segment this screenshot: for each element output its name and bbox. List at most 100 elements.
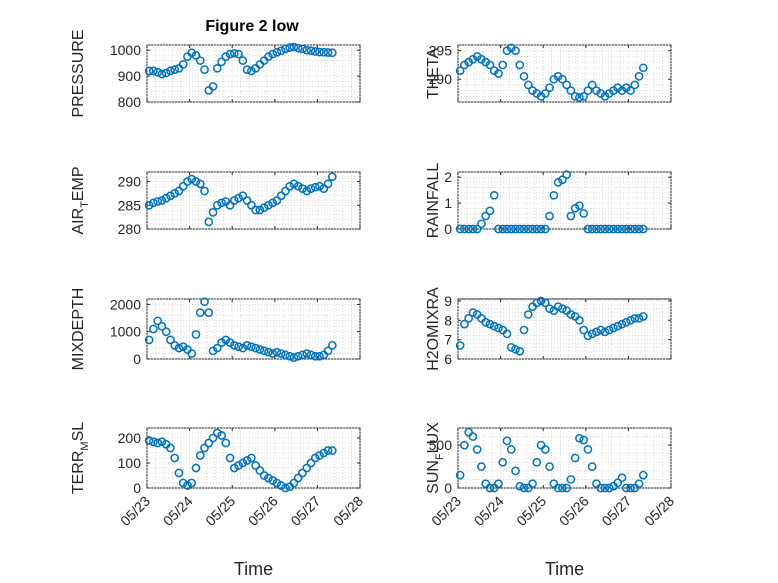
data-point — [153, 197, 162, 206]
grid — [457, 299, 672, 360]
data-point — [579, 209, 589, 218]
data-point — [149, 324, 158, 334]
data-point — [621, 483, 631, 493]
data-point — [217, 431, 226, 440]
data-point — [472, 445, 482, 454]
data-point — [272, 478, 282, 488]
data-point — [519, 72, 529, 81]
data-point — [575, 201, 584, 211]
data-point — [532, 298, 542, 308]
data-point — [281, 186, 290, 196]
data-point — [498, 224, 508, 234]
data-point — [293, 351, 303, 361]
data-point — [626, 224, 635, 234]
data-point — [540, 89, 550, 98]
data-point — [157, 321, 167, 331]
data-point — [229, 341, 239, 350]
data-point — [558, 175, 567, 185]
data-point — [630, 314, 640, 323]
data-point — [251, 205, 260, 215]
data-point — [191, 177, 201, 186]
y-axis-label-main: RAINFALL — [425, 163, 442, 239]
data-point — [617, 224, 627, 234]
data-point — [174, 343, 184, 353]
data-point — [264, 473, 273, 483]
data-point — [468, 224, 478, 234]
data-point — [579, 435, 589, 445]
data-point — [238, 191, 248, 201]
data-point — [264, 52, 273, 62]
data-point — [276, 481, 286, 490]
y-tick-label: 0 — [133, 351, 141, 367]
data-point — [149, 66, 158, 76]
data-point — [523, 224, 533, 234]
data-point — [166, 335, 175, 345]
y-tick-label: 8 — [444, 312, 452, 328]
data-point — [174, 186, 184, 196]
y-axis-label-post: EMP — [70, 166, 87, 201]
data-point — [630, 224, 640, 234]
data-point — [626, 86, 635, 95]
data-point — [221, 52, 231, 62]
data-point — [144, 335, 154, 345]
data-point — [523, 80, 533, 90]
x-tick-label: 05/24 — [160, 493, 196, 529]
data-point — [604, 483, 614, 493]
data-point — [481, 317, 491, 327]
data-point — [532, 457, 542, 467]
data-point — [562, 80, 571, 90]
data-point — [575, 433, 584, 443]
y-tick-label: 900 — [118, 68, 142, 84]
y-tick-label: 0 — [444, 480, 452, 496]
data-point — [621, 224, 631, 234]
data-point — [281, 350, 290, 360]
data-point — [212, 63, 222, 73]
y-axis-label-main: AIR — [70, 208, 87, 235]
data-point — [225, 49, 235, 59]
data-point — [638, 224, 648, 234]
data-point — [583, 331, 593, 341]
data-point — [609, 323, 618, 333]
data-point — [319, 184, 329, 193]
y-axis-label-sub: F — [434, 453, 446, 460]
data-point — [289, 42, 299, 52]
data-point — [634, 479, 644, 489]
data-point — [306, 458, 316, 468]
data-point — [566, 86, 576, 95]
data-point — [613, 224, 623, 234]
data-point — [506, 445, 516, 454]
data-point — [289, 478, 299, 488]
data-point — [183, 481, 192, 490]
data-point — [242, 456, 252, 465]
data-point — [485, 206, 495, 216]
data-point — [298, 468, 307, 478]
data-point — [489, 190, 499, 200]
data-point — [553, 302, 563, 312]
data-point — [183, 177, 192, 186]
data-point — [485, 483, 495, 493]
data-point — [302, 349, 312, 358]
data-point — [523, 310, 533, 319]
y-tick-label: 9 — [444, 293, 452, 309]
data-point — [592, 224, 601, 234]
data-point — [298, 44, 307, 54]
data-point — [306, 46, 316, 56]
data-point — [212, 343, 222, 353]
data-point — [234, 49, 243, 59]
data-point — [268, 476, 278, 485]
y-tick-label: 2000 — [110, 296, 141, 312]
data-point — [464, 224, 473, 234]
data-point — [327, 172, 337, 182]
data-point — [298, 350, 307, 360]
data-point — [558, 304, 567, 314]
data-point — [532, 224, 542, 234]
data-point — [592, 327, 601, 337]
data-point — [515, 346, 525, 356]
data-point — [566, 211, 576, 221]
data-point — [600, 327, 610, 337]
series-markers — [455, 427, 648, 493]
